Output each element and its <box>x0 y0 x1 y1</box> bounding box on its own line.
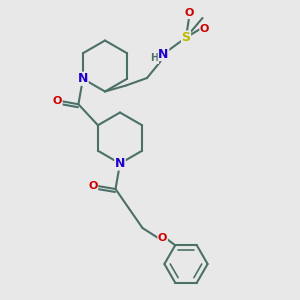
Text: O: O <box>53 96 62 106</box>
Text: N: N <box>158 47 169 61</box>
Text: O: O <box>88 181 98 191</box>
Text: N: N <box>78 72 88 85</box>
Text: N: N <box>115 157 125 170</box>
Text: H: H <box>150 53 159 64</box>
Text: O: O <box>200 23 209 34</box>
Text: O: O <box>184 8 194 19</box>
Text: O: O <box>158 233 167 244</box>
Text: S: S <box>182 31 190 44</box>
